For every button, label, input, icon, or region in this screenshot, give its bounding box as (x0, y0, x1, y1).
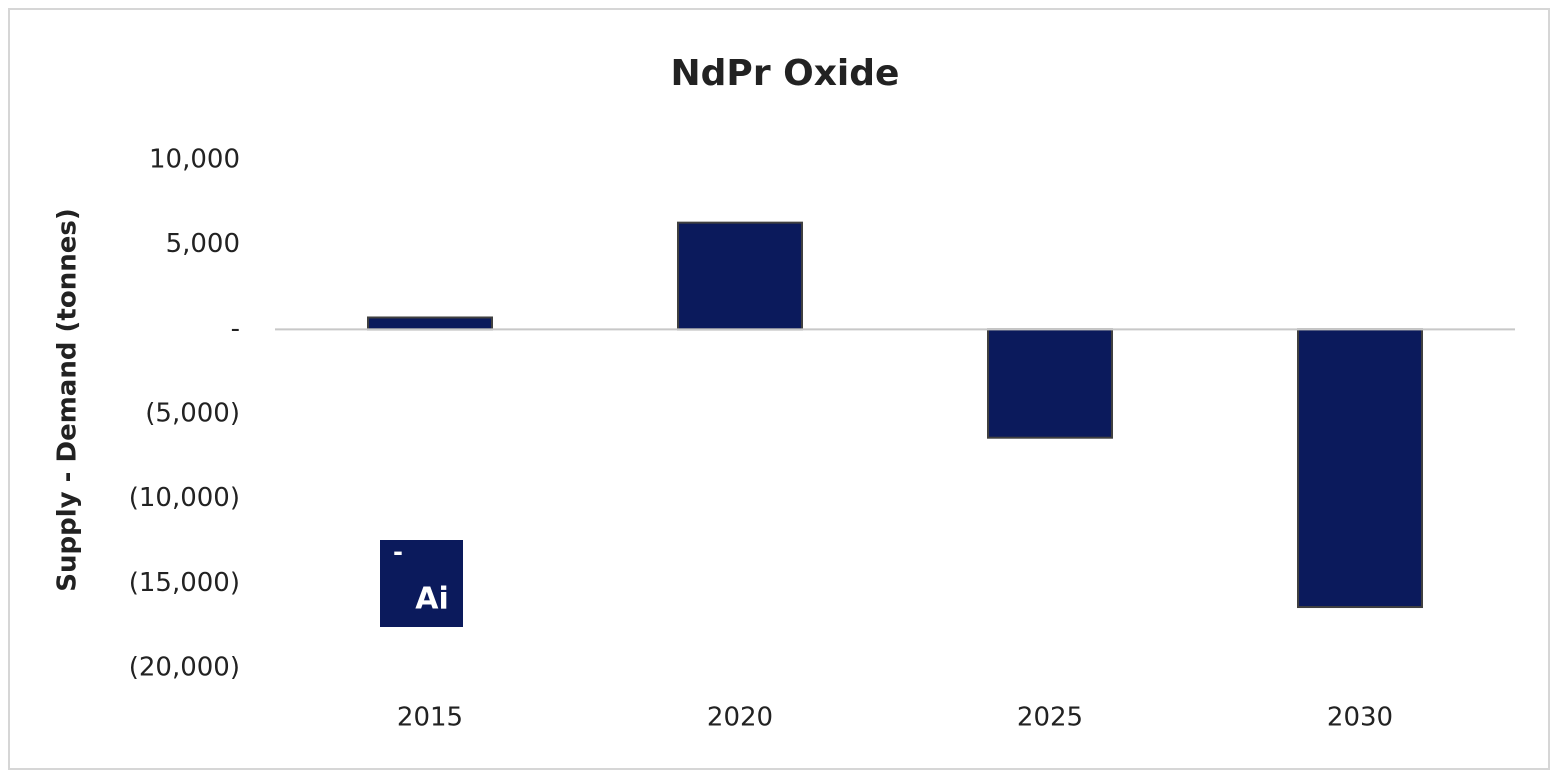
chart-frame (8, 8, 1550, 770)
logo-text: Ai (415, 582, 449, 617)
x-tick-label: 2015 (397, 703, 463, 733)
bar (367, 316, 493, 331)
logo-mark: - (393, 538, 403, 566)
x-tick-label: 2020 (707, 703, 773, 733)
y-tick-label: (5,000) (145, 399, 240, 429)
bar (987, 328, 1113, 439)
bar (1297, 328, 1423, 609)
bar (677, 221, 803, 331)
y-tick-label: (10,000) (129, 483, 240, 513)
x-tick-label: 2025 (1017, 703, 1083, 733)
logo-box (380, 540, 463, 627)
y-tick-label: (20,000) (129, 653, 240, 683)
y-tick-label: 5,000 (166, 229, 240, 259)
y-axis-label: Supply - Demand (tonnes) (53, 208, 83, 591)
y-tick-label: (15,000) (129, 568, 240, 598)
x-tick-label: 2030 (1327, 703, 1393, 733)
y-tick-label: 10,000 (149, 145, 240, 175)
y-tick-label: - (231, 314, 240, 344)
chart-title: NdPr Oxide (671, 53, 900, 94)
